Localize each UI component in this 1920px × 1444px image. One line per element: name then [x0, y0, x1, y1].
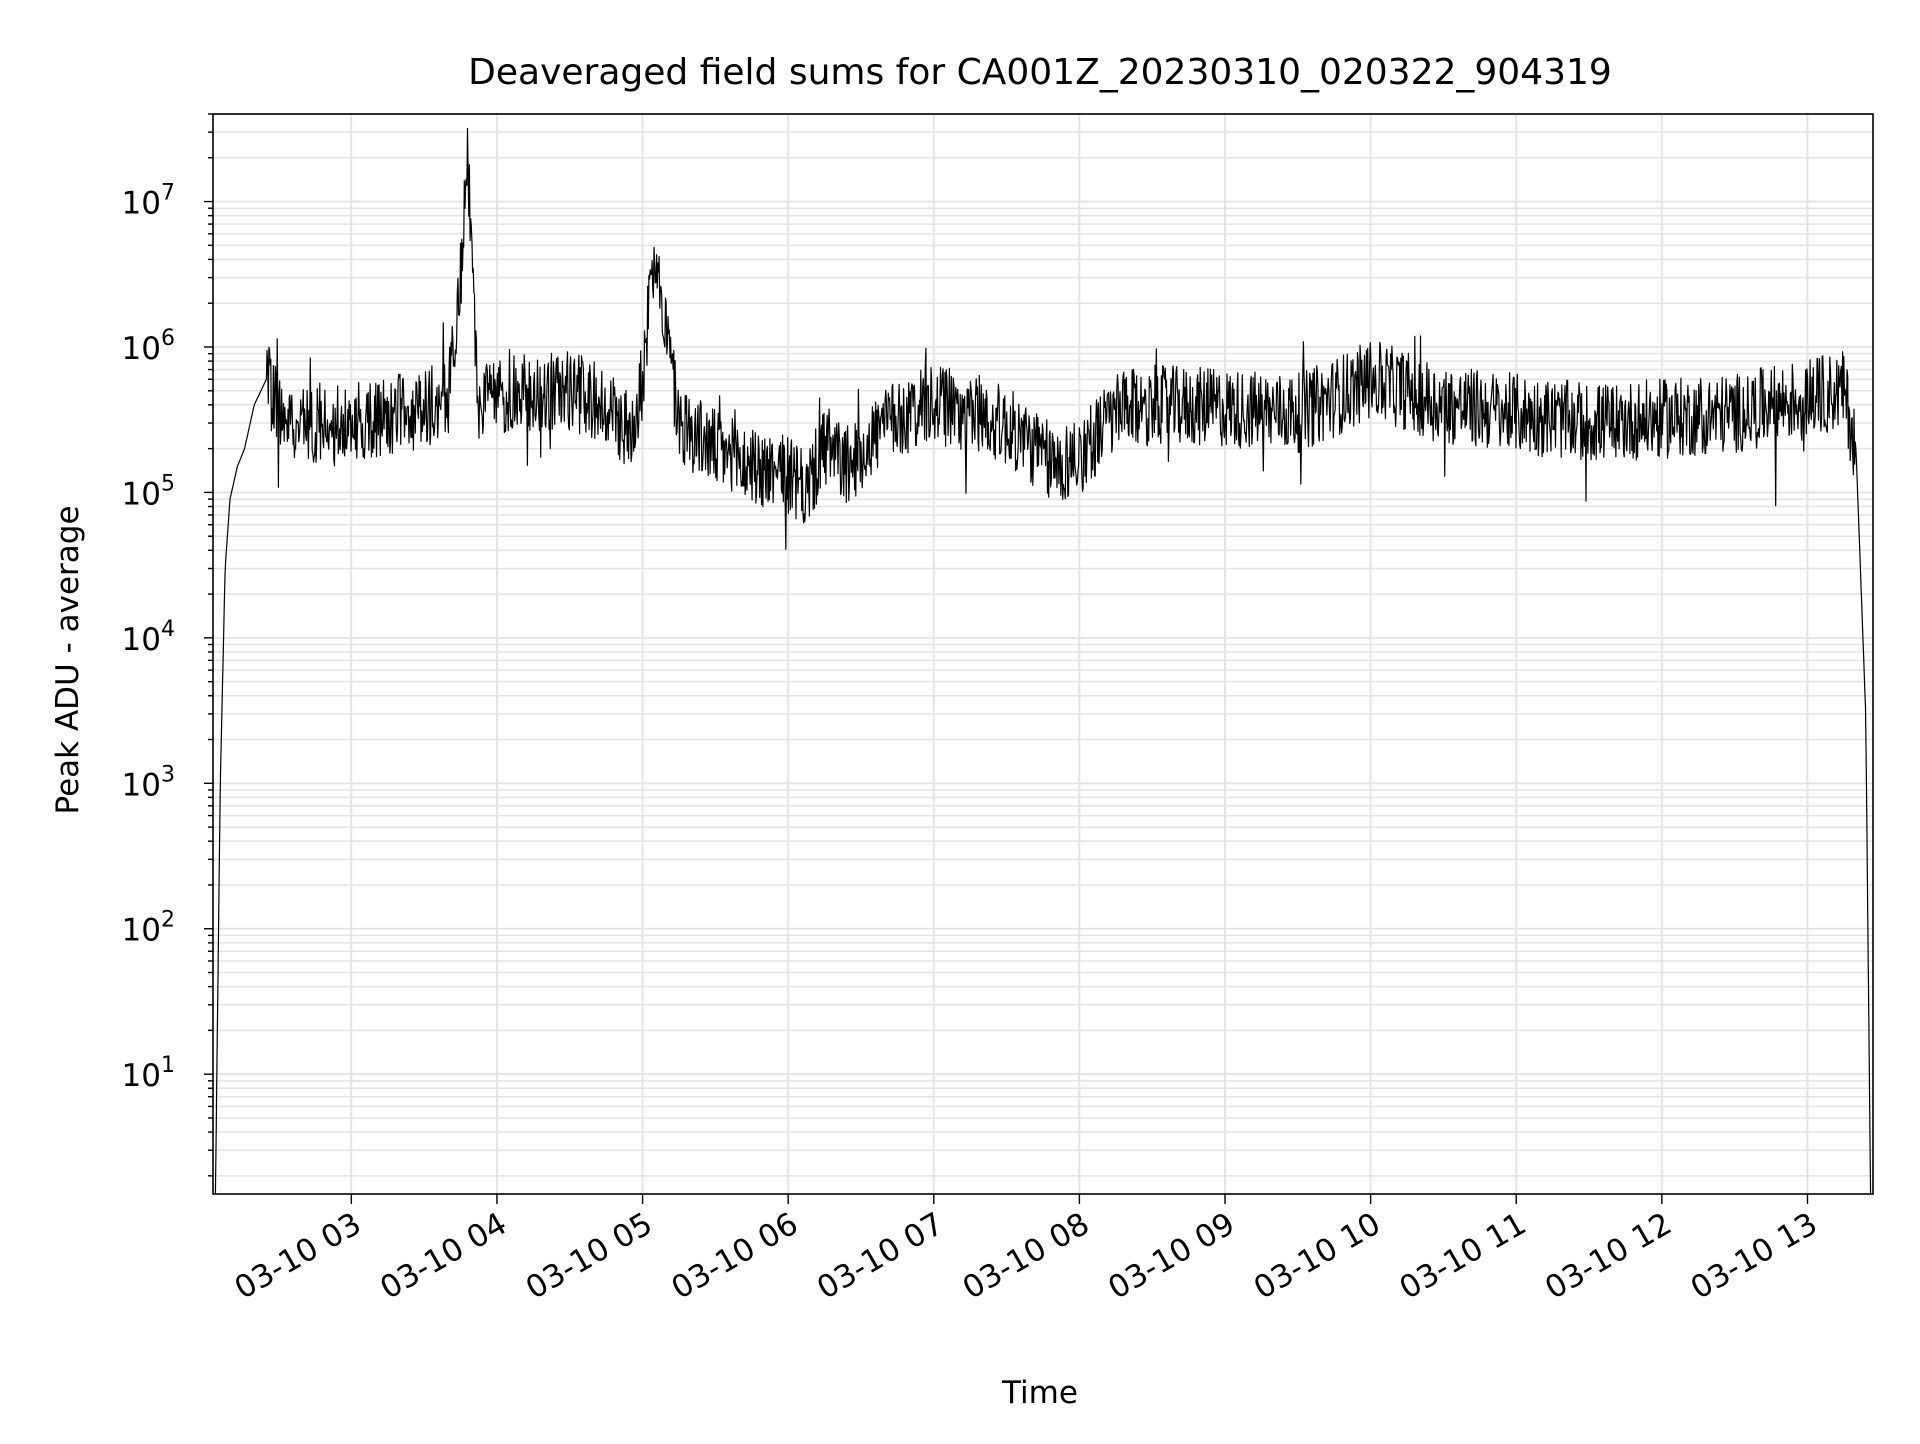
chart-title: Deaveraged field sums for CA001Z_2023031… — [468, 52, 1612, 93]
y-tick-exponent: 2 — [161, 908, 175, 933]
y-tick-base: 10 — [122, 186, 161, 222]
y-axis-label: Peak ADU - average — [50, 505, 86, 814]
y-tick-base: 10 — [122, 767, 161, 803]
y-tick-base: 10 — [122, 622, 161, 658]
y-tick-label: 107 — [122, 181, 175, 222]
y-tick-label: 102 — [122, 908, 175, 949]
series-line — [214, 127, 1872, 1195]
y-tick-label: 105 — [122, 471, 175, 512]
y-tick-label: 103 — [122, 762, 175, 803]
y-tick-exponent: 3 — [161, 762, 175, 787]
y-tick-base: 10 — [122, 913, 161, 949]
x-axis-label: Time — [1001, 1375, 1078, 1411]
y-tick-exponent: 4 — [161, 617, 175, 642]
y-tick-label: 106 — [122, 326, 175, 367]
y-tick-base: 10 — [122, 1058, 161, 1094]
series-layer — [214, 127, 1872, 1195]
y-tick-exponent: 6 — [161, 326, 175, 351]
grid — [213, 113, 1873, 1194]
y-tick-exponent: 1 — [161, 1053, 175, 1078]
y-tick-base: 10 — [122, 476, 161, 512]
y-tick-label: 104 — [122, 617, 175, 658]
y-tick-label: 101 — [122, 1053, 175, 1094]
plot-frame — [212, 113, 1874, 1195]
y-tick-exponent: 5 — [161, 471, 175, 496]
y-tick-base: 10 — [122, 331, 161, 367]
y-tick-exponent: 7 — [161, 181, 175, 206]
